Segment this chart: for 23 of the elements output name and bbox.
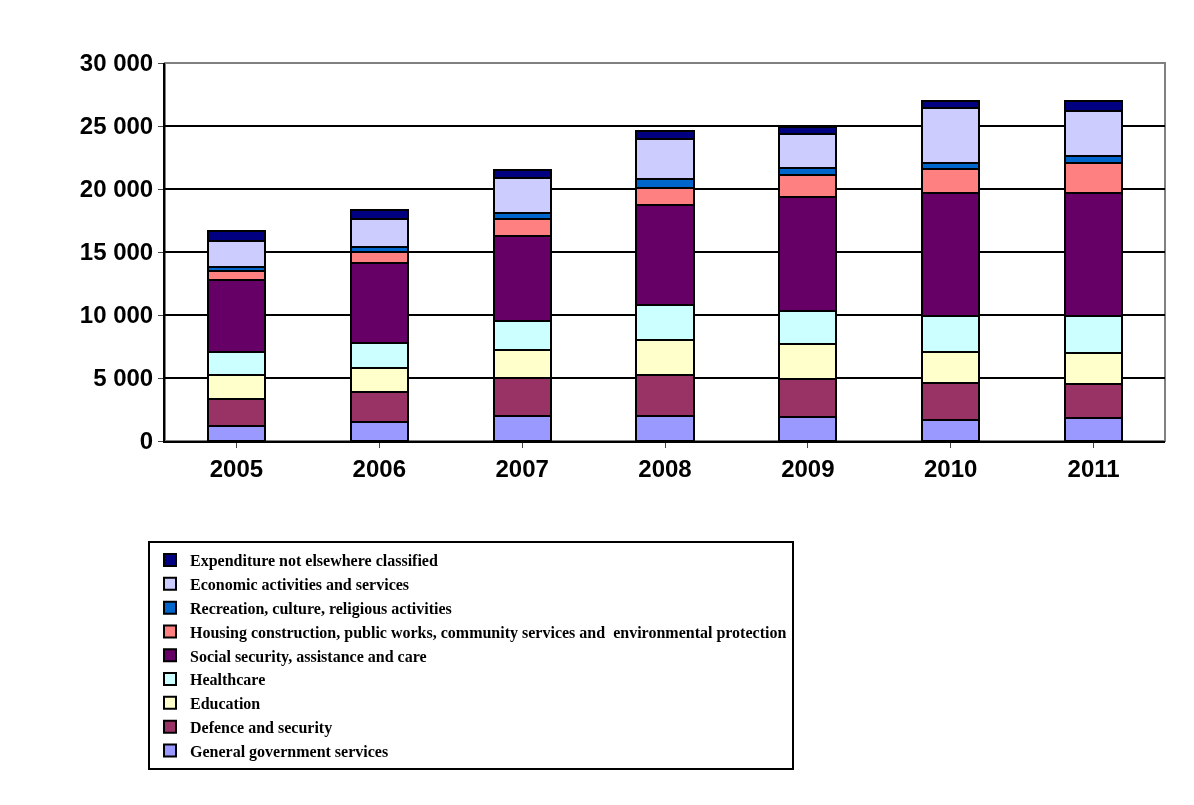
x-tick-label: 2010 <box>924 454 978 482</box>
x-tick-label: 2006 <box>352 454 406 482</box>
legend-label: Economic activities and services <box>190 576 410 594</box>
x-tick-label: 2005 <box>209 454 264 482</box>
x-tick-label: 2008 <box>638 454 692 482</box>
y-tick-label: 15 000 <box>79 238 154 266</box>
legend-label: Education <box>190 695 261 713</box>
legend-label: Social security, assistance and care <box>190 647 427 666</box>
legend-label: Healthcare <box>190 671 266 689</box>
y-tick-label: 5 000 <box>93 364 154 392</box>
x-tick-label: 2007 <box>495 454 549 482</box>
legend-label: Expenditure not elsewhere classified <box>190 552 438 571</box>
y-tick-label: 10 000 <box>79 301 154 329</box>
x-tick-label: 2009 <box>781 454 835 482</box>
y-tick-label: 0 <box>139 427 154 455</box>
y-tick-label: 25 000 <box>79 112 154 140</box>
legend-label: Housing construction, public works, community services and environmental protection <box>190 623 787 642</box>
x-tick-label: 2011 <box>1067 454 1120 482</box>
legend-label: Recreation, culture, religious activities <box>190 599 452 618</box>
legend-label: General government services <box>190 742 389 761</box>
y-tick-label: 20 000 <box>79 175 154 203</box>
legend-label: Defence and security <box>190 718 333 737</box>
y-tick-label: 30 000 <box>79 49 154 77</box>
